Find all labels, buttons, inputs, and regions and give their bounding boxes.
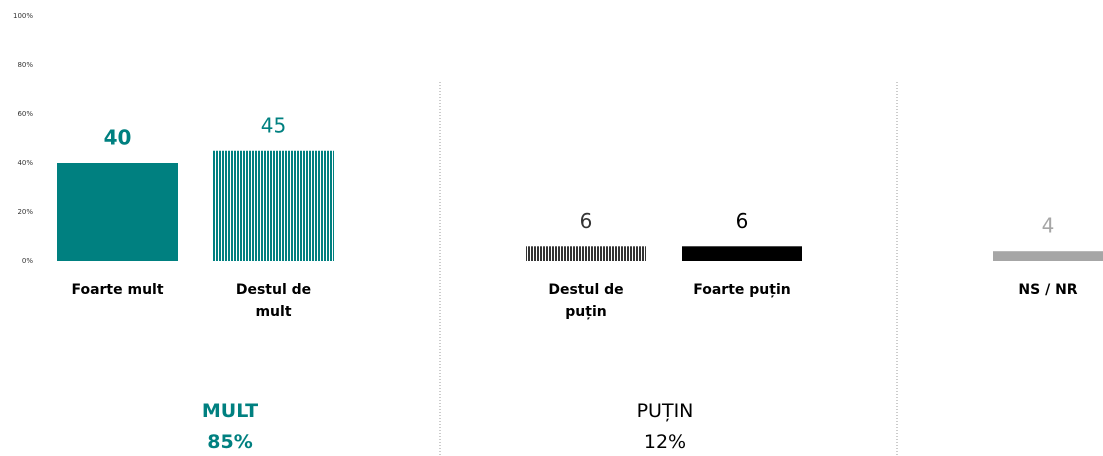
x-tick-label: Foarte mult: [71, 282, 164, 298]
bar: [993, 251, 1103, 261]
value-label: 6: [736, 209, 749, 233]
y-tick-label: 0%: [22, 257, 33, 265]
value-label: 6: [580, 209, 593, 233]
y-tick-label: 40%: [17, 159, 33, 167]
x-tick-label: Destul de mult: [235, 282, 312, 320]
x-tick-label: Destul de puțin: [548, 282, 624, 320]
x-tick-label: Foarte puțin: [693, 282, 791, 298]
group-total: 85%: [207, 431, 253, 453]
y-tick-label: 80%: [17, 61, 33, 69]
group-label: MULT: [201, 400, 259, 422]
x-tick-label: NS / NR: [1018, 282, 1078, 298]
bar: [213, 150, 334, 261]
group-label: PUȚIN: [636, 400, 694, 422]
value-label: 4: [1042, 214, 1055, 238]
value-label: 45: [261, 113, 286, 137]
value-label: 40: [104, 126, 132, 150]
bar: [526, 246, 646, 261]
y-tick-label: 100%: [13, 12, 33, 20]
bar: [57, 163, 178, 261]
y-tick-label: 60%: [17, 110, 33, 118]
bar: [682, 246, 802, 261]
y-tick-label: 20%: [17, 208, 33, 216]
group-total: 12%: [643, 431, 687, 453]
